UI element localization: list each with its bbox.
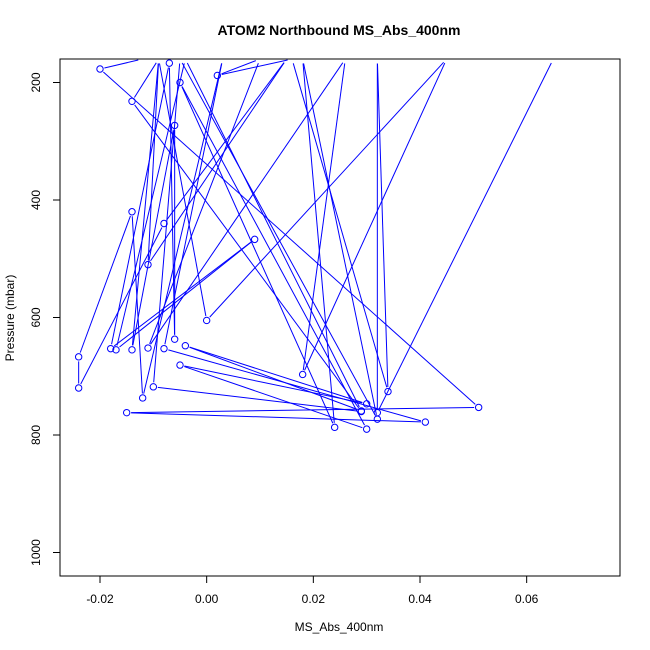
y-axis-label: Pressure (mbar) <box>3 275 17 362</box>
series-line-segment <box>133 62 157 98</box>
series-line-segment <box>302 63 346 371</box>
x-tick-label: 0.04 <box>408 592 432 606</box>
data-point <box>165 59 174 67</box>
data-point <box>474 403 483 412</box>
series-line-segment <box>143 63 223 394</box>
series-line-segment <box>221 60 256 75</box>
series-line-segment <box>209 61 444 318</box>
data-point <box>330 423 339 432</box>
series-line-segment <box>131 63 159 346</box>
data-point <box>74 353 83 361</box>
x-axis-label: MS_Abs_400nm <box>295 620 384 634</box>
data-point <box>170 335 179 343</box>
series-line-segment <box>221 59 288 75</box>
data-point <box>298 370 307 379</box>
series-line-segment <box>376 63 389 388</box>
series-line-segment <box>111 67 169 345</box>
series-line-segment <box>79 215 131 353</box>
series-line-segment <box>149 63 259 345</box>
x-tick-label: 0.02 <box>302 592 326 606</box>
series-line-segment <box>304 62 446 371</box>
y-tick-label: 400 <box>29 190 43 210</box>
data-point <box>213 71 222 80</box>
data-point <box>202 316 211 325</box>
series-line-segment <box>186 62 360 408</box>
y-tick-label: 200 <box>29 72 43 92</box>
y-tick-label: 800 <box>29 425 43 445</box>
data-point <box>122 408 131 417</box>
series-line-segment <box>103 71 476 405</box>
series-line-segment <box>131 406 475 414</box>
x-axis: -0.02 0.00 0.02 0.04 0.06 <box>86 576 539 606</box>
series-line-segment <box>147 63 159 261</box>
data-point <box>128 97 136 106</box>
series-line-segment <box>131 216 143 394</box>
x-tick-label: 0.06 <box>515 592 539 606</box>
series-line-segment <box>292 63 388 388</box>
data-point <box>250 235 259 244</box>
series-line-segment <box>150 62 285 262</box>
data-point <box>373 408 382 417</box>
data-point <box>176 78 184 87</box>
series-line-segment <box>80 227 163 385</box>
data-point <box>106 344 115 353</box>
series-line-segment <box>189 346 358 410</box>
data-point <box>362 425 371 433</box>
series-line-segment <box>104 59 139 69</box>
series-line-segment <box>181 86 365 426</box>
series-line-segment <box>181 62 376 416</box>
data-point <box>362 400 371 408</box>
series-line-segment <box>134 104 360 409</box>
data-point <box>160 344 168 353</box>
y-tick-label: 600 <box>29 307 43 327</box>
data-point <box>357 407 366 416</box>
series-line-segment <box>150 62 344 345</box>
series-line-segment <box>168 67 176 335</box>
data-point <box>373 415 382 423</box>
series-line-segment <box>168 349 422 422</box>
y-tick-label: 1000 <box>29 539 43 566</box>
data-point <box>144 344 152 352</box>
data-point <box>160 219 168 228</box>
data-point <box>128 208 136 216</box>
plot-area <box>74 59 552 433</box>
x-tick-label: 0.00 <box>195 592 219 606</box>
series-line-segment <box>181 86 334 424</box>
series-line-segment <box>189 346 363 403</box>
data-point <box>128 346 136 354</box>
data-point <box>74 384 83 392</box>
data-point <box>149 383 158 391</box>
data-point <box>181 342 190 350</box>
series-line-segment <box>184 366 363 429</box>
series-line-segment <box>116 63 185 346</box>
chart-title: ATOM2 Northbound MS_Abs_400nm <box>218 22 461 38</box>
series-line-segment <box>119 241 252 348</box>
data-point <box>170 121 179 130</box>
data-point <box>421 418 430 426</box>
series-line-segment <box>157 386 357 412</box>
series-line-segment <box>302 63 335 423</box>
plot-frame <box>59 58 621 577</box>
data-point <box>384 387 392 396</box>
series-line-segment <box>378 62 552 409</box>
data-point <box>96 65 104 73</box>
series-line-segment <box>132 129 175 346</box>
series-line-segment <box>164 63 223 345</box>
series-line-segment <box>184 365 363 404</box>
x-tick-label: -0.02 <box>86 592 114 606</box>
series-line-segment <box>303 63 377 415</box>
series-line-segment <box>131 412 421 423</box>
data-point <box>138 394 147 402</box>
data-point <box>112 346 120 354</box>
data-point <box>144 260 152 269</box>
series-line-segment <box>113 241 252 347</box>
data-point <box>176 361 184 369</box>
y-axis: 200 400 600 800 1000 <box>29 72 60 566</box>
